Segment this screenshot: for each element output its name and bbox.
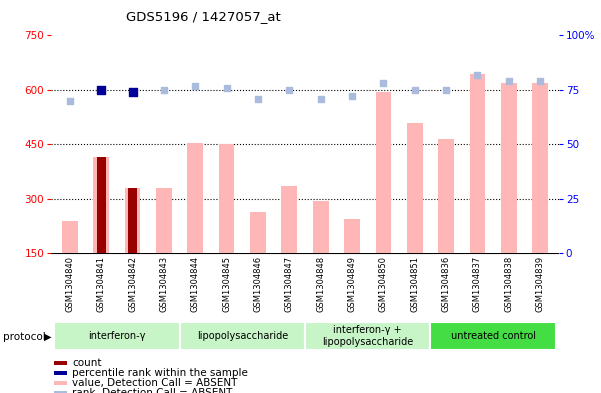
Text: GSM1304846: GSM1304846: [254, 256, 263, 312]
Bar: [54, 361, 67, 365]
Bar: [219, 144, 234, 253]
Bar: [125, 188, 141, 253]
Bar: [54, 371, 67, 375]
Text: value, Detection Call = ABSENT: value, Detection Call = ABSENT: [72, 378, 237, 388]
Text: GSM1304848: GSM1304848: [316, 256, 325, 312]
Bar: [97, 157, 106, 253]
Point: [222, 84, 231, 91]
Text: GSM1304851: GSM1304851: [410, 256, 419, 312]
Point: [65, 97, 75, 104]
Text: GSM1304849: GSM1304849: [347, 256, 356, 312]
Point: [504, 78, 514, 84]
Text: GSM1304844: GSM1304844: [191, 256, 200, 312]
Point: [253, 95, 263, 102]
Point: [379, 80, 388, 86]
Text: protocol: protocol: [3, 332, 46, 342]
Bar: [54, 381, 67, 384]
Text: ▶: ▶: [44, 332, 51, 342]
FancyBboxPatch shape: [54, 322, 180, 350]
FancyBboxPatch shape: [430, 322, 556, 350]
Point: [410, 87, 419, 93]
Bar: [501, 83, 517, 253]
Text: GDS5196 / 1427057_at: GDS5196 / 1427057_at: [126, 10, 281, 23]
Text: rank, Detection Call = ABSENT: rank, Detection Call = ABSENT: [72, 388, 233, 393]
Text: GSM1304838: GSM1304838: [504, 256, 513, 312]
Bar: [93, 157, 109, 253]
Bar: [281, 186, 297, 253]
Text: GSM1304837: GSM1304837: [473, 256, 482, 312]
Text: interferon-γ +
lipopolysaccharide: interferon-γ + lipopolysaccharide: [322, 325, 413, 347]
Bar: [54, 391, 67, 393]
Bar: [313, 201, 329, 253]
Bar: [188, 143, 203, 253]
Text: GSM1304840: GSM1304840: [66, 256, 75, 312]
Text: untreated control: untreated control: [451, 331, 535, 341]
Point: [347, 93, 357, 99]
Bar: [250, 212, 266, 253]
Point: [159, 87, 169, 93]
Text: count: count: [72, 358, 102, 368]
Text: GSM1304842: GSM1304842: [128, 256, 137, 312]
Text: GSM1304836: GSM1304836: [442, 256, 451, 312]
Text: GSM1304841: GSM1304841: [97, 256, 106, 312]
Bar: [532, 83, 548, 253]
Point: [316, 95, 326, 102]
Bar: [376, 92, 391, 253]
Point: [535, 78, 545, 84]
Point: [441, 87, 451, 93]
Text: interferon-γ: interferon-γ: [88, 331, 145, 341]
Point: [96, 87, 106, 93]
Point: [472, 72, 482, 78]
Bar: [438, 139, 454, 253]
Text: GSM1304843: GSM1304843: [159, 256, 168, 312]
Bar: [62, 221, 78, 253]
Bar: [344, 219, 360, 253]
Bar: [407, 123, 423, 253]
Text: lipopolysaccharide: lipopolysaccharide: [197, 331, 288, 341]
Point: [191, 83, 200, 89]
FancyBboxPatch shape: [180, 322, 305, 350]
Bar: [128, 188, 137, 253]
Text: GSM1304847: GSM1304847: [285, 256, 294, 312]
Text: percentile rank within the sample: percentile rank within the sample: [72, 368, 248, 378]
Text: GSM1304839: GSM1304839: [535, 256, 545, 312]
Point: [284, 87, 294, 93]
Bar: [156, 188, 172, 253]
Point: [128, 89, 138, 95]
Text: GSM1304845: GSM1304845: [222, 256, 231, 312]
Bar: [469, 73, 485, 253]
Text: GSM1304850: GSM1304850: [379, 256, 388, 312]
FancyBboxPatch shape: [305, 322, 430, 350]
